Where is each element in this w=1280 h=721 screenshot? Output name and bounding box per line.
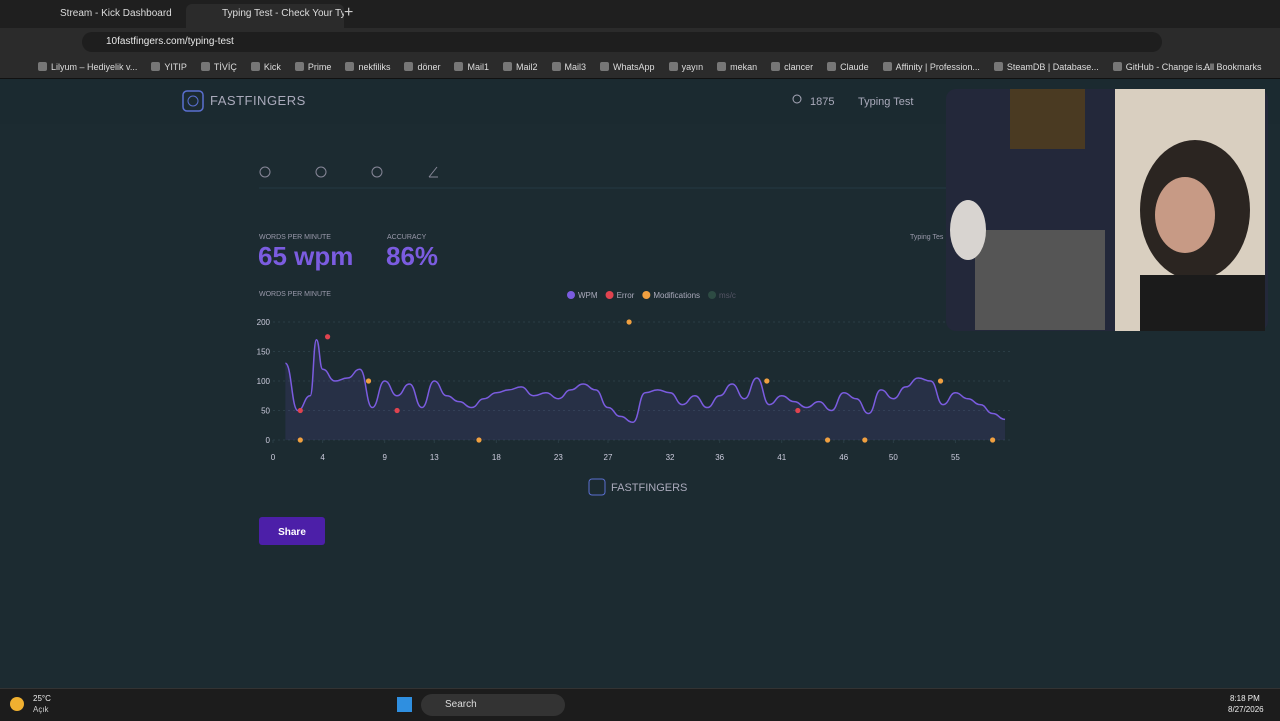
share-label[interactable]: Share: [278, 527, 306, 538]
point: [862, 437, 868, 443]
legend-label[interactable]: Error: [617, 291, 635, 300]
x-tick-label: 55: [951, 453, 960, 462]
y-tick-label: 0: [266, 436, 271, 445]
chart-title: WORDS PER MINUTE: [259, 291, 331, 298]
bookmark[interactable]: Mail3: [552, 56, 587, 78]
users-icon: [792, 94, 802, 104]
search-box[interactable]: Search: [421, 694, 565, 716]
tab-strip: Stream - Kick Dashboard Typing Test - Ch…: [0, 0, 1280, 28]
bookmark[interactable]: clancer: [771, 56, 813, 78]
point: [365, 378, 372, 384]
point: [476, 437, 482, 443]
accuracy-value: 86%: [386, 241, 438, 271]
bookmark[interactable]: Prime: [295, 56, 332, 78]
address-bar[interactable]: 10fastfingers.com/typing-test: [82, 32, 1162, 52]
point: [297, 407, 303, 414]
nav-link[interactable]: Typing Test: [858, 96, 913, 108]
x-tick-label: 36: [715, 453, 724, 462]
share-button[interactable]: [259, 517, 325, 545]
bookmark[interactable]: nekfiliks: [345, 56, 390, 78]
footer-logo-icon: [588, 478, 606, 496]
y-tick-label: 200: [257, 318, 271, 327]
bookmark[interactable]: Kick: [251, 56, 281, 78]
taskbar: 25°C Açık Search 8:18 PM 8/27/2026: [0, 688, 1280, 721]
x-tick-label: 18: [492, 453, 501, 462]
accuracy-label: ACCURACY: [387, 234, 427, 241]
legend-label[interactable]: WPM: [578, 291, 598, 300]
bookmark[interactable]: Mail2: [503, 56, 538, 78]
tab-active[interactable]: Typing Test - Check Your Typing: [186, 4, 344, 28]
weather: Açık: [33, 705, 49, 714]
wpm-line: [284, 338, 1006, 424]
weather-icon: [10, 697, 24, 711]
wpm-area: [285, 339, 1006, 440]
point: [825, 437, 831, 443]
x-tick-label: 23: [554, 453, 563, 462]
x-tick-label: 46: [839, 453, 848, 462]
x-tick-label: 50: [889, 453, 898, 462]
clock: 8:18 PM: [1230, 694, 1260, 703]
bookmark[interactable]: YITIP: [151, 56, 187, 78]
bookmark[interactable]: WhatsApp: [600, 56, 655, 78]
bookmark[interactable]: yayın: [669, 56, 704, 78]
bookmark-list: Lilyum – Hediyelik v... YITIP TİVİÇ Kick Pri…: [38, 56, 1210, 78]
point: [626, 319, 632, 325]
bookmark[interactable]: TİVİÇ: [201, 56, 237, 78]
y-tick-label: 150: [257, 348, 271, 357]
point: [795, 407, 801, 414]
wpm-label: WORDS PER MINUTE: [259, 234, 331, 241]
footer-logo: FASTFINGERS: [611, 482, 687, 494]
point: [937, 378, 944, 384]
legend-swatch: [642, 291, 651, 299]
legend-label[interactable]: Modifications: [653, 291, 700, 300]
x-tick-label: 0: [271, 453, 276, 462]
bookmark[interactable]: döner: [404, 56, 440, 78]
logo[interactable]: FASTFINGERS: [210, 93, 306, 108]
point: [394, 407, 400, 414]
y-tick-label: 100: [257, 377, 271, 386]
tab[interactable]: Stream - Kick Dashboard: [60, 8, 172, 19]
new-tab[interactable]: +: [344, 4, 354, 21]
user-count: 1875: [810, 96, 834, 108]
legend-label[interactable]: ms/c: [719, 291, 736, 300]
date: 8/27/2026: [1228, 705, 1264, 714]
point: [990, 437, 996, 443]
x-tick-label: 27: [604, 453, 613, 462]
side-label: Typing Tes: [910, 234, 944, 241]
y-tick-label: 50: [261, 407, 270, 416]
point: [324, 334, 331, 340]
plot: 0 50 100 150 200 0 4 9 13 18 23 27 32 36 41 46 50 55: [257, 318, 1010, 462]
x-tick-label: 32: [666, 453, 675, 462]
bookmark[interactable]: SteamDB | Database...: [994, 56, 1099, 78]
legend: WPM Error Modifications ms/c: [567, 291, 736, 300]
x-tick-label: 4: [320, 453, 325, 462]
x-tick-label: 13: [430, 453, 439, 462]
logo-icon: [187, 95, 199, 107]
bookmark[interactable]: Affinity | Profession...: [883, 56, 980, 78]
point: [297, 437, 303, 443]
bookmark[interactable]: Mail1: [454, 56, 489, 78]
start-button[interactable]: [397, 697, 412, 712]
temperature: 25°C: [33, 694, 51, 703]
webcam: [946, 89, 1268, 331]
bookmark[interactable]: GitHub - Change is...: [1113, 56, 1210, 78]
legend-swatch: [708, 291, 717, 299]
bookmark[interactable]: Claude: [827, 56, 869, 78]
mode-icons: [259, 166, 438, 178]
x-tick-label: 41: [777, 453, 786, 462]
bookmark[interactable]: mekan: [717, 56, 757, 78]
all-bookmarks[interactable]: All Bookmarks: [1204, 62, 1262, 72]
legend-swatch: [605, 291, 614, 299]
legend-swatch: [567, 291, 575, 299]
x-tick-label: 9: [382, 453, 387, 462]
wpm-value: 65 wpm: [258, 241, 353, 271]
point: [764, 378, 770, 384]
bookmark[interactable]: Lilyum – Hediyelik v...: [38, 56, 137, 78]
logo-icon: [182, 90, 204, 112]
